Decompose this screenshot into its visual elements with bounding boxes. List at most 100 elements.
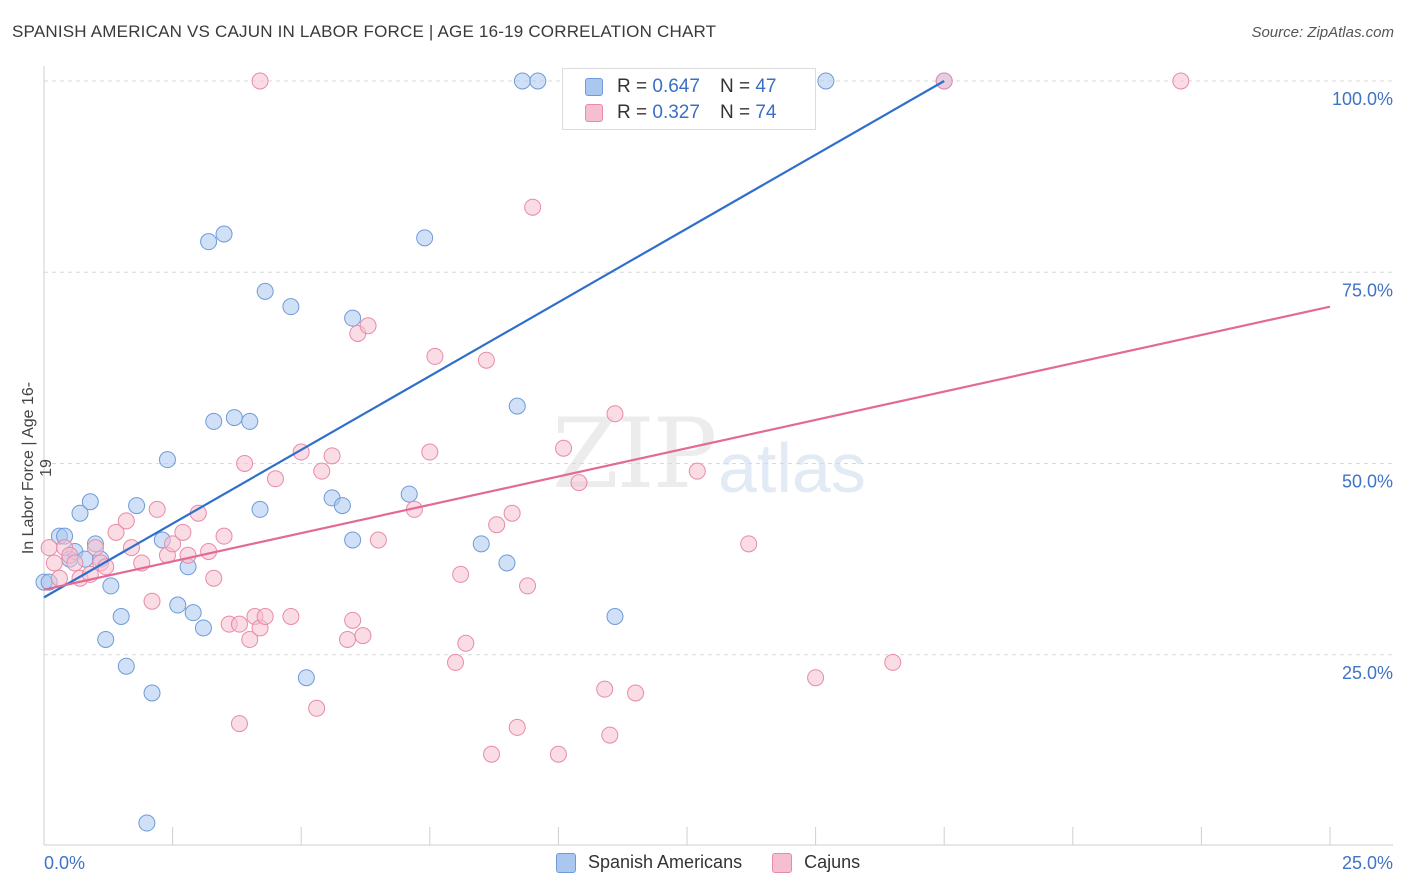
spanish-american-point [81, 493, 99, 511]
legend-label: Spanish Americans [588, 852, 743, 872]
spanish-american-point [225, 409, 243, 427]
cajun-point [50, 569, 68, 587]
spanish-american-point [128, 497, 146, 515]
cajun-point [164, 535, 182, 553]
cajun-point [338, 630, 356, 648]
cajun-point [251, 72, 269, 90]
spanish-american-point [472, 535, 490, 553]
legend-row-cajuns: R = 0.327 N = 74 [585, 100, 776, 126]
spanish-american-point [215, 225, 233, 243]
cajun-point [205, 569, 223, 587]
spanish-american-point [251, 500, 269, 518]
legend-row-spanish-americans: R = 0.647 N = 47 [585, 74, 776, 100]
cajun-point [549, 745, 567, 763]
legend-swatch-pink [772, 852, 793, 873]
cajun-point [256, 608, 274, 625]
legend-item-spanish-americans[interactable]: Spanish Americans [556, 852, 742, 873]
spanish-american-point [508, 397, 526, 415]
n-label: N = [719, 76, 751, 97]
cajun-point [369, 531, 387, 549]
cajun-point [266, 470, 284, 488]
spanish-american-point [194, 619, 212, 637]
cajun-point [179, 546, 197, 564]
cajun-point [596, 680, 614, 698]
spanish-american-point [169, 596, 187, 614]
spanish-american-point [344, 309, 362, 327]
cajun-point [452, 565, 470, 583]
r-label: R = [617, 76, 648, 97]
cajun-point [117, 512, 135, 530]
cajun-point [740, 535, 758, 553]
watermark-zip: ZIP [552, 398, 717, 510]
spanish-american-point [256, 282, 274, 300]
legend-swatch-pink [585, 104, 603, 122]
spanish-american-point [606, 608, 624, 625]
cajun-point [447, 653, 465, 671]
y-tick-label: 75.0% [1342, 280, 1393, 300]
cajun-point [308, 699, 326, 717]
y-tick-label: 25.0% [1342, 663, 1393, 683]
cajun-point [359, 317, 377, 335]
cajun-point [421, 443, 439, 461]
x-tick-label: 25.0% [1342, 853, 1393, 873]
spanish-american-point [333, 497, 351, 515]
spanish-american-point [344, 531, 362, 549]
spanish-american-point [71, 504, 89, 522]
cajun-point [45, 554, 63, 572]
cajun-point [503, 504, 521, 522]
cajun-point [688, 462, 706, 480]
cajun-point [555, 439, 573, 457]
cajun-point [282, 608, 300, 625]
legend-item-cajuns[interactable]: Cajuns [772, 852, 860, 873]
cajun-point [601, 726, 619, 744]
cajun-point [66, 554, 84, 572]
spanish-american-point [498, 554, 516, 572]
cajun-point [524, 198, 542, 216]
cajun-point [519, 577, 537, 595]
r-value: 0.327 [652, 102, 700, 123]
spanish-american-point [102, 577, 120, 595]
chart-title: SPANISH AMERICAN VS CAJUN IN LABOR FORCE… [12, 22, 717, 41]
spanish-american-point [200, 233, 218, 251]
cajun-point [241, 630, 259, 648]
spanish-american-trend-line [43, 80, 945, 599]
cajun-point [457, 634, 475, 652]
legend-swatch-blue [585, 78, 603, 96]
cajun-point [354, 627, 372, 645]
n-value: 47 [755, 76, 777, 97]
spanish-american-point [117, 657, 135, 675]
spanish-american-point [112, 608, 130, 625]
cajun-point [477, 351, 495, 369]
legend-swatch-blue [556, 852, 576, 873]
series-legend: Spanish Americans Cajuns [556, 852, 890, 873]
spanish-american-point [817, 72, 835, 90]
cajun-point [230, 615, 248, 633]
x-tick-label: 0.0% [44, 853, 85, 873]
spanish-american-point [205, 412, 223, 430]
spanish-american-point [529, 72, 547, 90]
cajun-point [570, 474, 588, 492]
spanish-american-point [97, 630, 115, 648]
cajun-point [236, 455, 254, 472]
r-label: R = [617, 102, 648, 123]
spanish-american-point [297, 669, 315, 687]
cajun-point [86, 539, 104, 557]
y-tick-label: 100.0% [1332, 89, 1393, 109]
cajun-point [807, 669, 825, 687]
cajun-point [174, 523, 192, 541]
cajun-point [323, 447, 341, 465]
cajun-point [606, 405, 624, 423]
cajun-point [230, 715, 248, 733]
cajun-trend-line [43, 305, 1331, 591]
n-label: N = [719, 102, 751, 123]
cajun-point [488, 516, 506, 534]
cajun-point [107, 523, 125, 541]
cajun-point [508, 718, 526, 736]
spanish-american-point [282, 298, 300, 316]
r-value: 0.647 [652, 76, 700, 97]
cajun-point [215, 527, 233, 545]
spanish-american-point [416, 229, 434, 247]
spanish-american-point [138, 814, 156, 832]
cajun-point [148, 500, 166, 518]
